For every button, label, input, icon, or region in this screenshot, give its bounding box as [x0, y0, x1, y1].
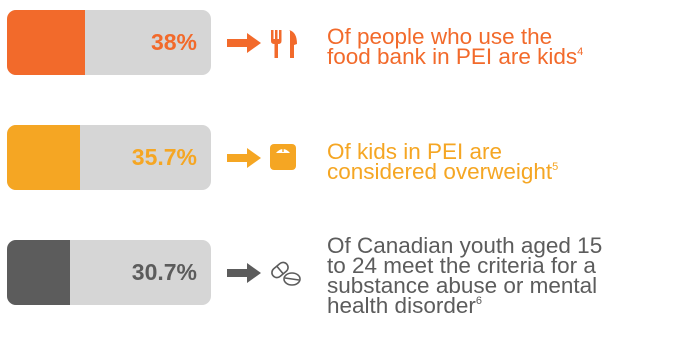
stat-line: Of kids in PEI are — [327, 139, 503, 164]
pills-icon — [271, 261, 301, 286]
arrow-right-icon — [227, 33, 261, 53]
percent-value: 38% — [150, 29, 197, 55]
stat-line: food bank in PEI are kids — [327, 44, 578, 69]
percent-bar: 30.7% — [7, 240, 211, 305]
stat-description: Of people who use the food bank in PEI a… — [327, 24, 584, 69]
stat-line: health disorder — [327, 293, 476, 318]
percent-bar-fill — [7, 10, 85, 75]
arrow-right-icon — [227, 148, 261, 168]
stat-description: Of Canadian youth aged 15 to 24 meet the… — [327, 233, 603, 318]
arrow-right-icon — [227, 263, 261, 283]
fork-knife-icon — [271, 30, 297, 58]
stat-line: to 24 meet the criteria for a — [327, 253, 596, 278]
footnote-marker: 4 — [577, 46, 584, 58]
footnote-marker: 5 — [552, 161, 559, 173]
percent-bar: 38% — [7, 10, 211, 75]
stat-line: considered overweight — [327, 159, 553, 184]
percent-bar: 35.7% — [7, 125, 211, 190]
stat-description: Of kids in PEI are considered overweight… — [327, 139, 559, 184]
percent-value: 35.7% — [131, 144, 197, 170]
percent-bar-fill — [7, 240, 70, 305]
percent-value: 30.7% — [131, 259, 197, 285]
percent-bar-fill — [7, 125, 80, 190]
scale-icon — [270, 144, 296, 170]
stat-line: substance abuse or mental — [327, 273, 598, 298]
footnote-marker: 6 — [475, 295, 482, 307]
stat-line: Of people who use the — [327, 24, 553, 49]
stat-line: Of Canadian youth aged 15 — [327, 233, 603, 258]
